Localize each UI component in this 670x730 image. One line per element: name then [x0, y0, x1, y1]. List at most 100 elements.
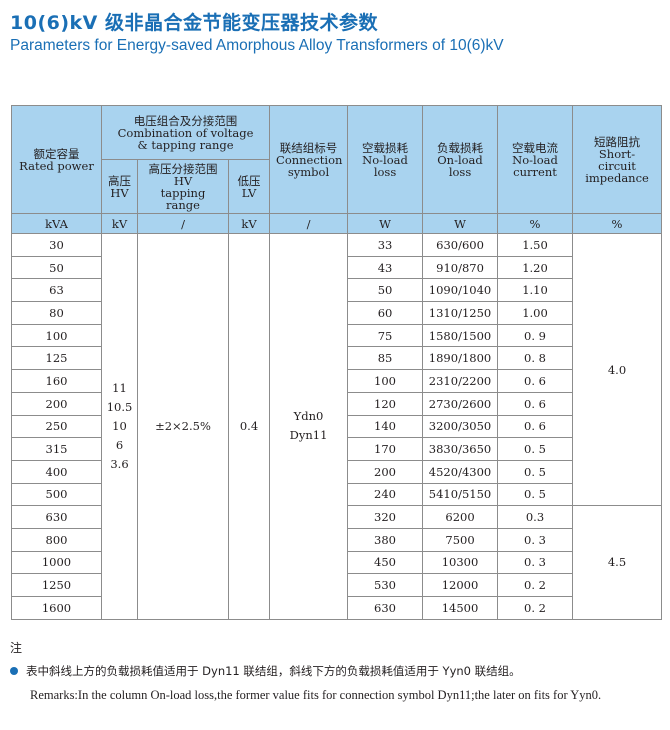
onload-loss-cell: 910/870	[422, 255, 499, 280]
rated-power-cell: 630	[11, 505, 102, 529]
header-noload-loss: 空载损耗 No-load loss	[347, 105, 424, 214]
onload-loss-cell: 6200	[422, 505, 499, 529]
table-row: 160 100 2310/2200 0. 6	[11, 369, 662, 393]
rated-power-cell: 30	[11, 233, 102, 257]
noload-loss-cell: 530	[347, 573, 424, 597]
noload-current-cell: 1.50	[497, 233, 574, 257]
header-rated-power: 额定容量 Rated power	[11, 105, 102, 214]
unit-cell: /	[269, 213, 349, 234]
table-row: 100 75 1580/1500 0. 9	[11, 323, 662, 348]
rated-power-cell: 400	[11, 459, 102, 484]
noload-current-cell: 0.3	[497, 505, 574, 529]
header-hv: 高压 HV	[101, 159, 138, 214]
rated-power-cell: 1600	[11, 596, 102, 620]
noload-current-cell: 0. 6	[497, 369, 574, 393]
rated-power-cell: 160	[11, 369, 102, 393]
noload-current-cell: 0. 3	[497, 527, 574, 552]
noload-current-cell: 0. 6	[497, 414, 574, 439]
onload-loss-cell: 2310/2200	[422, 369, 499, 393]
table-row: 800 380 7500 0. 3	[11, 527, 662, 552]
rated-power-cell: 800	[11, 527, 102, 552]
onload-loss-cell: 4520/4300	[422, 459, 499, 484]
noload-current-cell: 0. 3	[497, 550, 574, 575]
rated-power-cell: 80	[11, 301, 102, 325]
noload-loss-cell: 200	[347, 459, 424, 484]
noload-current-cell: 0. 5	[497, 482, 574, 507]
header-onload-loss: 负载损耗 On-load loss	[422, 105, 499, 214]
noload-loss-cell: 50	[347, 278, 424, 303]
rated-power-cell: 1250	[11, 573, 102, 597]
header-impedance: 短路阻抗 Short-circuit impedance	[572, 105, 663, 214]
noload-loss-cell: 170	[347, 437, 424, 461]
noload-current-cell: 0. 2	[497, 573, 574, 597]
noload-loss-cell: 630	[347, 596, 424, 620]
noload-current-cell: 0. 5	[497, 459, 574, 484]
onload-loss-cell: 2730/2600	[422, 391, 499, 416]
rated-power-cell: 500	[11, 482, 102, 507]
noload-current-cell: 0. 2	[497, 596, 574, 620]
noload-loss-cell: 75	[347, 323, 424, 348]
note-chinese: 表中斜线上方的负载损耗值适用于 Dyn11 联结组，斜线下方的负载损耗值适用于 …	[10, 663, 521, 679]
table-row: 630 320 6200 0.3 4.5	[11, 505, 663, 620]
bullet-icon	[10, 666, 18, 675]
hv-tapping-cell: ±2×2.5%	[137, 233, 229, 620]
unit-cell: %	[572, 213, 663, 234]
title-chinese: 10(6)kV 级非晶合金节能变压器技术参数	[10, 12, 378, 34]
noload-current-cell: 0. 9	[497, 323, 574, 348]
noload-loss-cell: 33	[347, 233, 424, 257]
rated-power-cell: 63	[11, 278, 102, 303]
header-noload-current: 空载电流 No-load current	[497, 105, 574, 214]
rated-power-cell: 50	[11, 255, 102, 280]
connection-symbol-cell: Ydn0 Dyn11	[269, 233, 349, 620]
title-english: Parameters for Energy-saved Amorphous Al…	[10, 37, 504, 54]
unit-cell: kV	[227, 213, 271, 234]
noload-current-cell: 0. 6	[497, 391, 574, 416]
impedance-cell: 4.5	[572, 505, 663, 620]
onload-loss-cell: 1580/1500	[422, 323, 499, 348]
unit-cell: kVA	[11, 213, 102, 234]
onload-loss-cell: 12000	[422, 573, 499, 597]
onload-loss-cell: 14500	[422, 596, 499, 620]
unit-cell: kV	[101, 213, 138, 234]
impedance-cell: 4.0	[572, 232, 663, 507]
notes-label: 注	[10, 641, 23, 655]
rated-power-cell: 125	[11, 346, 102, 371]
header-lv: 低压 LV	[227, 159, 271, 214]
parameters-table: 额定容量 Rated power 电压组合及分接范围 Combination o…	[11, 105, 663, 620]
noload-loss-cell: 100	[347, 369, 424, 393]
noload-loss-cell: 240	[347, 482, 424, 507]
header-combination: 电压组合及分接范围 Combination of voltage & tappi…	[100, 105, 271, 160]
noload-loss-cell: 380	[347, 527, 424, 552]
onload-loss-cell: 10300	[422, 550, 499, 575]
note-english: Remarks:In the column On-load loss,the f…	[30, 688, 602, 702]
rated-power-cell: 250	[11, 414, 102, 439]
noload-loss-cell: 85	[347, 346, 424, 371]
noload-current-cell: 0. 8	[497, 346, 574, 371]
units-row: kVA kV / kV / W W % %	[11, 213, 663, 234]
unit-cell: /	[137, 213, 229, 234]
noload-loss-cell: 43	[347, 255, 424, 280]
rated-power-cell: 315	[11, 437, 102, 461]
onload-loss-cell: 5410/5150	[422, 482, 499, 507]
table-row: 1600 630 14500 0. 2	[11, 596, 662, 620]
noload-current-cell: 1.10	[497, 278, 574, 303]
noload-loss-cell: 320	[347, 505, 424, 529]
noload-current-cell: 1.20	[497, 255, 574, 280]
noload-loss-cell: 140	[347, 414, 424, 439]
unit-cell: %	[497, 213, 574, 234]
onload-loss-cell: 630/600	[422, 233, 499, 257]
table-row: 1000 450 10300 0. 3	[11, 550, 662, 575]
noload-loss-cell: 450	[347, 550, 424, 575]
note-chinese-text: 表中斜线上方的负载损耗值适用于 Dyn11 联结组，斜线下方的负载损耗值适用于 …	[26, 664, 521, 678]
onload-loss-cell: 3830/3650	[422, 437, 499, 461]
table-row: 80 60 1310/1250 1.00	[11, 301, 662, 325]
table-row: 200 120 2730/2600 0. 6	[11, 391, 662, 416]
onload-loss-cell: 1890/1800	[422, 346, 499, 371]
noload-current-cell: 0. 5	[497, 437, 574, 461]
unit-cell: W	[422, 213, 499, 234]
table-row: 400 200 4520/4300 0. 5	[11, 459, 662, 484]
unit-cell: W	[347, 213, 424, 234]
onload-loss-cell: 1090/1040	[422, 278, 499, 303]
table-row: 125 85 1890/1800 0. 8	[11, 346, 662, 371]
